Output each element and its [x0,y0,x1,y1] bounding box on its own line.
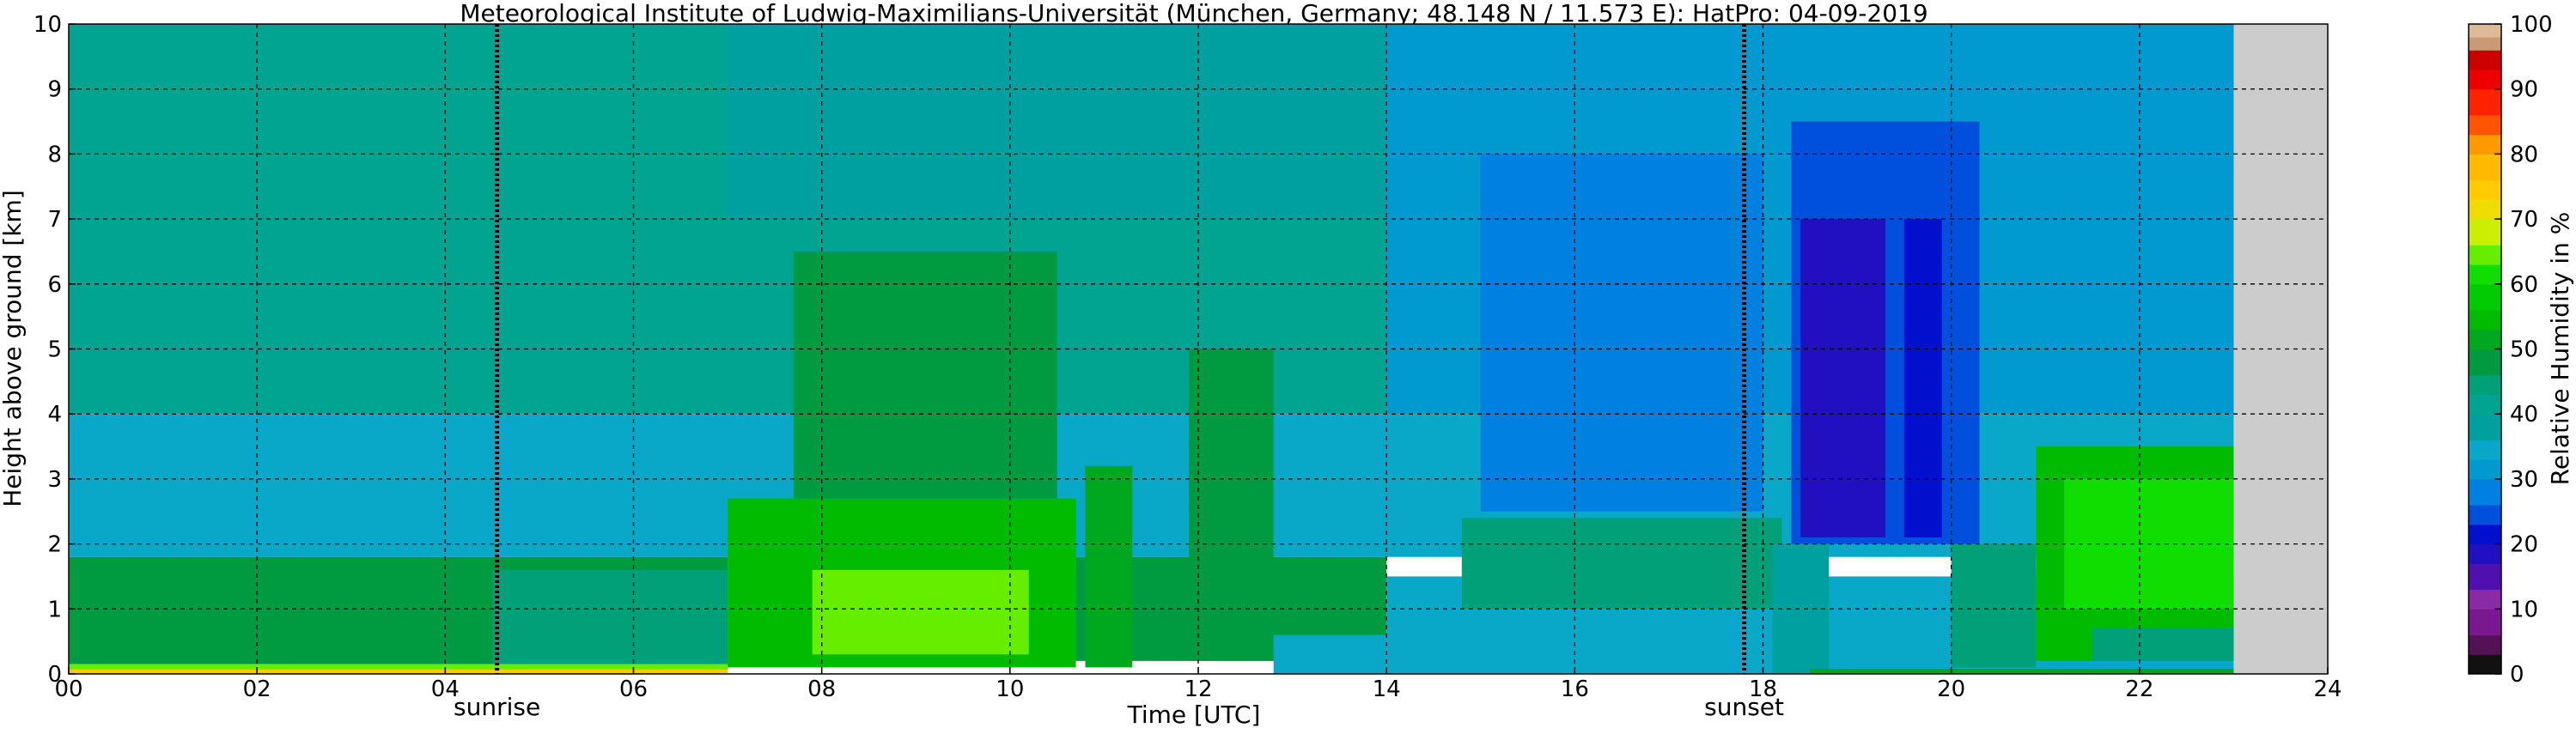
x-tick-label: 10 [996,676,1024,702]
colorbar-segment [2469,283,2501,311]
y-tick-label: 5 [47,337,62,363]
humidity-cell [812,569,1029,655]
colorbar-label: Relative Humidity in % [2546,212,2574,486]
colorbar-segment [2469,219,2501,246]
colorbar-tick-label: 90 [2510,77,2538,103]
colorbar-segment [2469,329,2501,349]
colorbar-tick-label: 50 [2510,337,2538,363]
y-tick-label: 2 [47,532,62,558]
humidity-cell [69,669,728,674]
y-tick-label: 8 [47,142,62,167]
y-tick-label: 10 [33,12,62,38]
colorbar-segment [2469,310,2501,331]
colorbar-segment [2469,505,2501,525]
event-label-sunrise: sunrise [454,693,540,721]
x-tick-label: 02 [243,676,271,702]
colorbar-segment [2469,179,2501,200]
x-tick-label: 20 [1937,676,1965,702]
colorbar-segment [2469,88,2501,116]
colorbar-segment [2469,245,2501,265]
colorbar-segment [2469,609,2501,636]
x-tick-label: 24 [2313,676,2342,702]
colorbar-segment [2469,134,2501,155]
colorbar-segment [2469,394,2501,415]
colorbar-segment [2469,654,2501,675]
colorbar-segment [2469,563,2501,591]
event-label-sunset: sunset [1704,693,1784,721]
colorbar-tick-label: 60 [2510,272,2538,298]
colorbar-segment [2469,114,2501,136]
y-tick-label: 7 [47,207,62,233]
y-axis-label: Height above ground [km] [0,190,27,507]
x-tick-label: 12 [1184,676,1212,702]
y-tick-label: 0 [47,662,62,688]
x-axis-ticks: 00 02 04 06 08 10 12 14 16 18 20 22 24 [54,667,2342,702]
colorbar-segment [2469,24,2501,38]
humidity-cell [793,251,1057,499]
colorbar-segment [2469,524,2501,545]
colorbar-tick-label: 30 [2510,467,2538,493]
humidity-cell [1461,518,1782,610]
humidity-cell [492,569,728,664]
humidity-cell [69,664,728,674]
humidity-cell [1480,154,1763,512]
colorbar-tick-label: 70 [2510,207,2538,233]
colorbar-tick-label: 100 [2510,12,2553,38]
colorbar-tick-label: 10 [2510,597,2538,622]
y-tick-label: 1 [47,597,62,622]
colorbar-tick-label: 40 [2510,402,2538,428]
colorbar-segment [2469,69,2501,90]
colorbar-segment [2469,154,2501,181]
x-tick-label: 22 [2125,676,2153,702]
x-tick-label: 08 [807,676,836,702]
colorbar: 0 10 20 30 40 50 60 70 80 90 100 [2468,12,2553,688]
x-tick-label: 16 [1561,676,1589,702]
humidity-cell [1085,465,1133,668]
humidity-cell [1273,634,1387,674]
x-tick-label: 18 [1749,676,1777,702]
y-tick-label: 4 [47,402,62,428]
y-tick-label: 6 [47,272,62,298]
colorbar-segment [2469,589,2501,610]
colorbar-tick-label: 0 [2510,662,2524,688]
humidity-cell [2092,628,2234,661]
colorbar-segment [2469,543,2501,564]
colorbar-segment [2469,199,2501,220]
colorbar-segment [2469,37,2501,51]
colorbar-segment [2469,440,2501,460]
colorbar-segment [2469,478,2501,506]
event-markers: sunrise sunset [454,24,1784,721]
humidity-cell [1951,543,2037,668]
humidity-cell [1903,219,1942,538]
grid-lines [69,24,2328,674]
x-tick-label: 00 [54,676,82,702]
colorbar-tick-label: 20 [2510,532,2538,558]
humidity-cell [728,24,1387,220]
y-tick-label: 3 [47,467,62,493]
colorbar-segment [2469,264,2501,285]
x-tick-label: 04 [431,676,460,702]
colorbar-segment [2469,374,2501,395]
x-tick-label: 14 [1373,676,1401,702]
colorbar-segment [2469,414,2501,440]
x-tick-label: 06 [619,676,648,702]
colorbar-segment [2469,349,2501,376]
colorbar-segment [2469,459,2501,480]
humidity-cell [1800,219,1885,538]
humidity-cell [1189,349,1274,661]
colorbar-segment [2469,634,2501,655]
humidity-cell [1810,668,2234,674]
x-axis-label: Time [UTC] [1127,701,1261,729]
y-axis-ticks: 0 1 2 3 4 5 6 7 8 9 10 [33,12,76,688]
colorbar-segment [2469,50,2501,70]
chart-title: Meteorological Institute of Ludwig-Maxim… [460,0,1927,27]
colorbar-tick-label: 80 [2510,142,2538,167]
y-tick-label: 9 [47,77,62,103]
